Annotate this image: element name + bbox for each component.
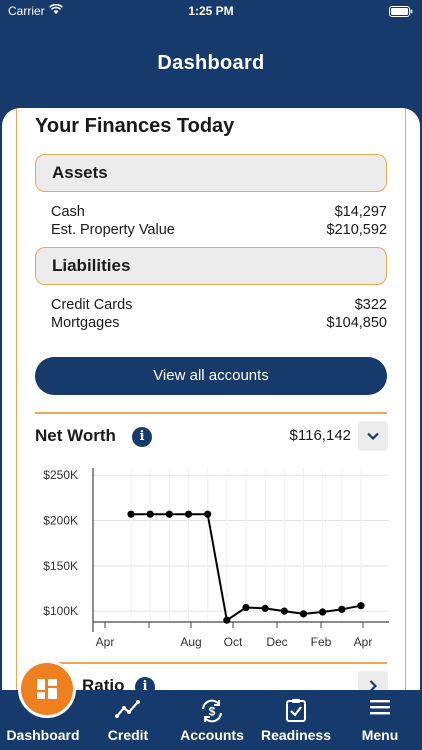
data-point: [338, 605, 346, 613]
liability-label: Mortgages: [51, 315, 120, 331]
divider: [35, 412, 387, 414]
x-tick-label: Aug: [180, 635, 201, 649]
data-point: [165, 510, 173, 518]
data-point: [204, 510, 212, 518]
finances-title: Your Finances Today: [35, 115, 235, 137]
x-tick-label: Feb: [311, 635, 332, 649]
y-tick-label: $250K: [43, 468, 78, 482]
liability-row-mortgage: Mortgages $104,850: [51, 314, 387, 332]
dollar-cycle-icon: $: [170, 698, 254, 723]
chevron-down-icon: [367, 432, 379, 441]
wifi-icon: [48, 3, 63, 18]
finances-card-inner: Your Finances Today Assets Cash $14,297 …: [16, 108, 406, 708]
battery-icon: [389, 6, 413, 20]
svg-text:$: $: [209, 705, 216, 719]
data-point: [299, 610, 308, 618]
trend-icon: [86, 698, 170, 722]
liability-label: Credit Cards: [51, 297, 133, 313]
tab-menu[interactable]: Menu: [338, 690, 422, 750]
y-tick-label: $150K: [43, 559, 78, 573]
x-tick-label: Apr: [96, 635, 115, 649]
assets-header: Assets: [35, 154, 387, 192]
clipboard-check-icon: [254, 698, 338, 722]
hamburger-icon: [338, 698, 422, 722]
asset-row-cash: Cash $14,297: [51, 203, 387, 221]
liabilities-header: Liabilities: [35, 247, 387, 285]
status-bar: Carrier 1:25 PM: [0, 0, 422, 24]
tab-label: Accounts: [180, 727, 244, 743]
net-worth-value: $116,142: [289, 427, 351, 444]
carrier-label: Carrier: [8, 4, 45, 18]
tab-label: Credit: [107, 727, 149, 743]
liability-value: $104,850: [326, 315, 387, 331]
liability-value: $322: [354, 297, 387, 313]
carrier-group: Carrier: [8, 3, 63, 18]
expand-net-worth-button[interactable]: [358, 421, 388, 451]
data-point: [261, 604, 269, 613]
tab-label: Readiness: [260, 727, 332, 743]
tab-accounts[interactable]: $ Accounts: [170, 690, 254, 750]
net-worth-chart: $250K $200K $150K $100K Apr Aug Oct Dec Feb Apr: [43, 468, 389, 649]
tab-readiness[interactable]: Readiness: [254, 690, 338, 750]
info-icon[interactable]: i: [132, 427, 152, 447]
chevron-right-icon: [369, 680, 378, 692]
divider: [35, 662, 387, 664]
data-point: [319, 608, 327, 616]
data-point: [127, 510, 135, 518]
data-point: [223, 616, 231, 624]
asset-value: $210,592: [326, 222, 387, 238]
x-tick-label: Dec: [266, 635, 287, 649]
asset-value: $14,297: [334, 204, 387, 220]
status-time: 1:25 PM: [188, 4, 234, 18]
x-tick-label: Oct: [224, 635, 243, 649]
data-point: [357, 602, 365, 610]
page-title: Dashboard: [157, 52, 265, 74]
data-point: [280, 607, 288, 615]
dashboard-fab-button[interactable]: [18, 660, 76, 718]
asset-row-property: Est. Property Value $210,592: [51, 221, 387, 239]
y-tick-label: $200K: [43, 514, 78, 528]
liability-row-credit: Credit Cards $322: [51, 296, 387, 314]
tab-credit[interactable]: Credit: [86, 690, 170, 750]
y-tick-label: $100K: [43, 604, 78, 618]
finances-card: Your Finances Today Assets Cash $14,297 …: [2, 108, 420, 708]
data-point: [184, 510, 193, 518]
tab-label: Dashboard: [6, 727, 80, 743]
tab-dashboard[interactable]: Dashboard: [0, 690, 86, 750]
asset-label: Est. Property Value: [51, 222, 175, 238]
tab-label: Menu: [361, 727, 399, 743]
data-point: [242, 603, 250, 612]
data-point: [146, 510, 154, 518]
x-tick-label: Apr: [354, 635, 373, 649]
net-worth-label: Net Worth: [35, 426, 116, 445]
asset-label: Cash: [51, 204, 85, 220]
view-all-accounts-button[interactable]: View all accounts: [35, 357, 387, 395]
dashboard-icon: [37, 679, 57, 699]
